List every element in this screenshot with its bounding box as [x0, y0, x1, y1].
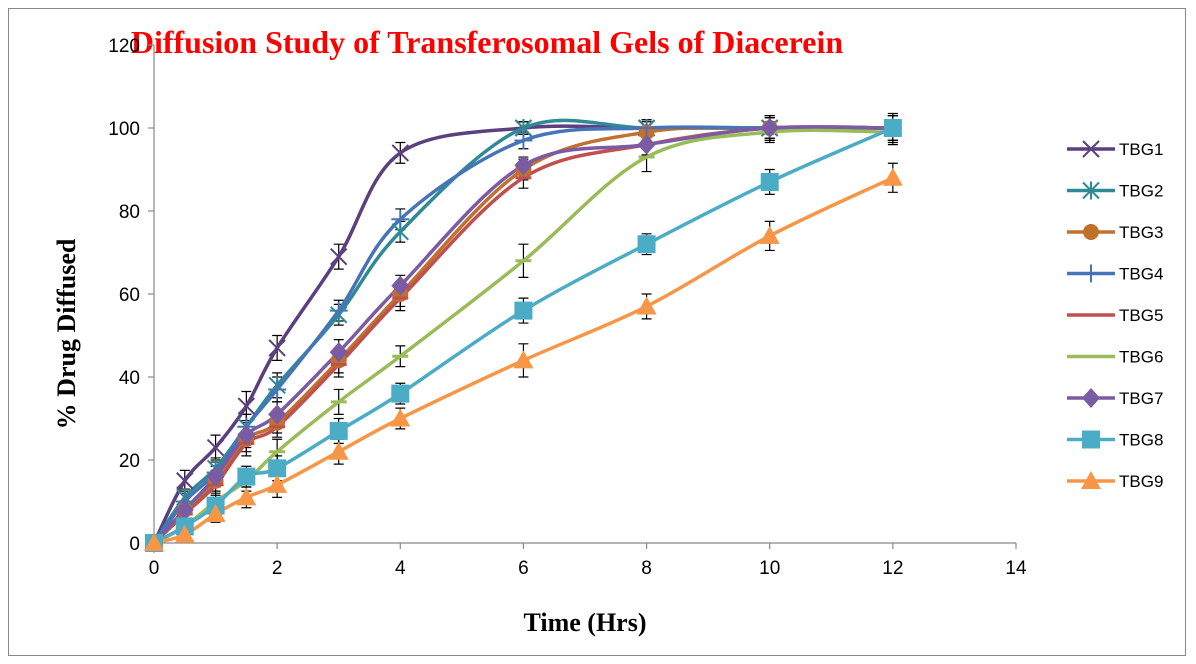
legend-swatch-marker [1082, 264, 1100, 283]
error-bars [179, 112, 898, 542]
x-tick-label: 12 [882, 558, 903, 579]
data-point-tbg9 [174, 524, 195, 543]
legend: TBG1 TBG2 TBG3 TBG4 TBG5 TBG6 TBG7 TBG8 TBG9 [1067, 140, 1163, 491]
data-point-tbg1 [268, 339, 286, 357]
data-point-tbg8 [329, 421, 348, 440]
series-line-tbg8 [153, 126, 894, 545]
data-point-tbg4 [329, 301, 348, 320]
legend-label: TBG2 [1119, 182, 1163, 201]
data-point-tbg9 [882, 167, 903, 186]
data-point-tbg4 [637, 119, 656, 137]
data-point-tbg8 [883, 119, 902, 137]
data-point-tbg1 [206, 438, 225, 457]
data-point-tbg9 [759, 225, 780, 244]
data-point-tbg8 [514, 301, 533, 320]
y-tick-label: 40 [119, 368, 140, 389]
legend-item-tbg6: TBG6 [1067, 348, 1163, 367]
data-point-tbg8 [268, 459, 287, 478]
data-point-tbg7 [268, 404, 287, 425]
data-point-tbg7 [206, 466, 225, 487]
data-point-tbg8 [760, 172, 779, 191]
y-tick-label: 120 [108, 36, 140, 57]
legend-item-tbg5: TBG5 [1067, 306, 1163, 325]
y-tick-label: 0 [129, 534, 140, 555]
legend-item-tbg1: TBG1 [1067, 140, 1163, 159]
data-point-tbg1 [237, 397, 256, 415]
legend-item-tbg7: TBG7 [1067, 388, 1163, 408]
data-point-tbg7 [637, 134, 656, 155]
legend-swatch-marker [1082, 388, 1100, 408]
legend-label: TBG3 [1119, 223, 1163, 242]
legend-label: TBG5 [1119, 306, 1163, 325]
legend-item-tbg4: TBG4 [1067, 264, 1163, 284]
data-point-tbg9 [205, 503, 226, 522]
x-axis-title: Time (Hrs) [524, 608, 647, 637]
series-line-tbg3 [152, 125, 893, 545]
legend-swatch-marker [1082, 430, 1100, 449]
data-point-tbg7 [391, 275, 410, 296]
y-tick-label: 20 [119, 451, 140, 472]
series-markers [144, 118, 903, 553]
chart-frame: Diffusion Study of Transferosomal Gels o… [8, 8, 1186, 656]
legend-label: TBG9 [1119, 472, 1163, 491]
data-point-tbg4 [268, 380, 287, 399]
legend-label: TBG8 [1119, 431, 1163, 450]
data-point-tbg1 [330, 247, 348, 266]
data-point-tbg7 [760, 118, 779, 138]
data-point-tbg9 [513, 350, 534, 369]
x-tick-label: 0 [149, 558, 160, 579]
data-point-tbg4 [391, 210, 410, 229]
data-point-tbg1 [391, 144, 409, 162]
y-tick-label: 80 [119, 202, 140, 223]
legend-item-tbg2: TBG2 [1067, 181, 1163, 201]
series-line-tbg6 [153, 128, 893, 545]
x-tick-label: 6 [518, 558, 529, 579]
data-point-tbg1 [176, 472, 194, 490]
legend-item-tbg9: TBG9 [1067, 471, 1163, 491]
legend-label: TBG1 [1119, 140, 1163, 159]
data-point-tbg7 [329, 342, 348, 363]
series-line-tbg7 [152, 125, 893, 545]
legend-label: TBG4 [1119, 265, 1163, 284]
legend-swatch-marker [1082, 140, 1100, 158]
legend-swatch-marker [1083, 224, 1099, 240]
data-point-tbg8 [391, 384, 410, 403]
x-tick-label: 14 [1005, 558, 1027, 579]
legend-item-tbg3: TBG3 [1067, 223, 1163, 242]
legend-label: TBG6 [1119, 348, 1163, 367]
series-line-tbg5 [152, 125, 893, 545]
y-tick-label: 100 [108, 119, 140, 140]
series-line-tbg4 [152, 125, 893, 545]
data-point-tbg9 [636, 296, 657, 315]
data-point-tbg9 [328, 441, 349, 460]
legend-swatch-marker [1082, 181, 1100, 200]
data-point-tbg8 [237, 467, 256, 486]
data-point-tbg9 [144, 533, 164, 551]
data-point-tbg9 [267, 474, 288, 493]
x-tick-label: 2 [272, 558, 283, 579]
legend-item-tbg8: TBG8 [1067, 430, 1163, 450]
data-point-tbg9 [236, 487, 257, 506]
y-tick-label: 60 [119, 285, 140, 306]
x-tick-label: 4 [395, 558, 406, 579]
legend-label: TBG7 [1119, 389, 1163, 408]
data-point-tbg7 [175, 499, 194, 520]
data-point-tbg7 [237, 425, 256, 446]
data-point-tbg9 [390, 408, 411, 427]
data-point-tbg7 [514, 155, 533, 176]
x-tick-label: 10 [759, 558, 780, 579]
x-tick-label: 8 [641, 558, 652, 579]
chart-svg: Diffusion Study of Transferosomal Gels o… [52, 24, 1163, 637]
data-point-tbg8 [637, 235, 656, 254]
data-point-tbg4 [514, 131, 533, 150]
y-axis-title: % Drug Diffused [52, 238, 81, 429]
axes: 0 20 40 60 80 100 120 0 2 4 6 8 10 12 14 [108, 36, 1027, 579]
chart-title: Diffusion Study of Transferosomal Gels o… [131, 24, 844, 60]
legend-swatch-marker [1081, 471, 1101, 489]
